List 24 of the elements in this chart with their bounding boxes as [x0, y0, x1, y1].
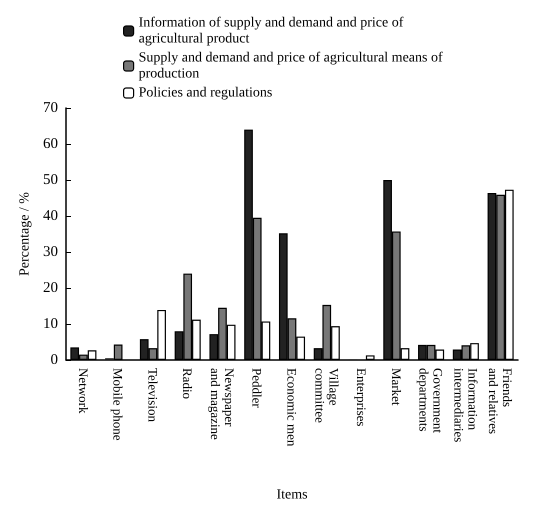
x-tick-label: Television: [145, 368, 160, 422]
legend-label: Supply and demand and price of agricultural means of production: [138, 50, 446, 82]
y-tick-label: 0: [50, 352, 58, 368]
x-tick-label: Network: [76, 368, 91, 414]
legend-label: Policies and regulations: [138, 86, 272, 100]
x-tick-label: Economic men: [284, 368, 300, 447]
y-tick-label: 40: [43, 208, 58, 224]
y-tick-label: 50: [43, 172, 58, 188]
x-tick-label: Market: [388, 368, 404, 406]
y-tick-label: 30: [43, 244, 58, 260]
y-axis-title: Percentage / %: [18, 192, 33, 276]
x-tick-label: Newspaper and magazine: [208, 368, 237, 440]
y-tick-label: 70: [43, 100, 58, 116]
y-tick-label: 20: [43, 280, 58, 296]
y-tick-label: 10: [43, 316, 58, 332]
x-tick-label: Government departments: [416, 368, 446, 434]
x-axis-title: Items: [276, 488, 308, 502]
x-tick-label: Enterprises: [354, 368, 370, 426]
y-tick-label: 60: [43, 136, 58, 152]
x-tick-label: Radio: [180, 368, 196, 400]
legend-label: Information of supply and demand and price of agricultural product: [138, 16, 407, 46]
x-tick-label: Village committee: [312, 368, 342, 424]
x-tick-label: Mobile phone: [110, 368, 126, 441]
x-tick-label: Peddler: [250, 368, 265, 408]
